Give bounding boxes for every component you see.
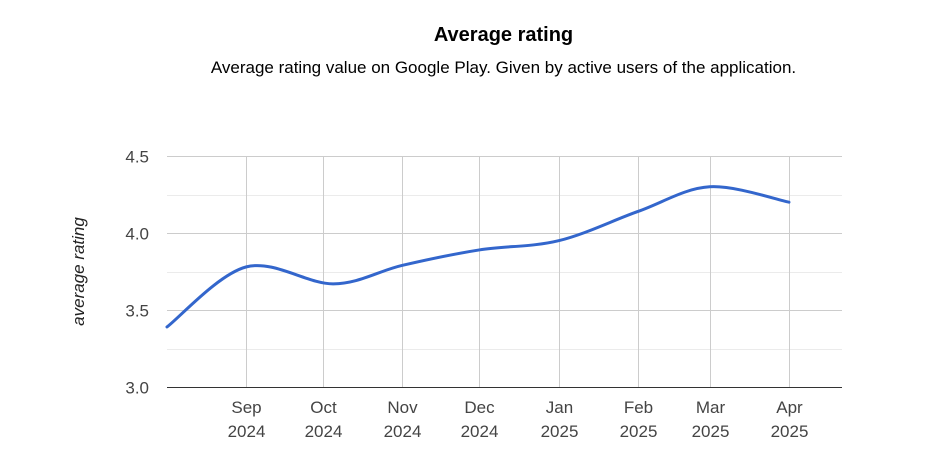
data-point (708, 185, 712, 189)
data-point (787, 200, 791, 204)
y-tick-label: 3.0 (125, 379, 149, 398)
series-lines (165, 185, 791, 329)
x-tick-label-year: 2024 (461, 422, 499, 441)
y-tick-label: 3.5 (125, 302, 149, 321)
data-point (165, 325, 169, 329)
data-point (331, 282, 335, 286)
x-tick-label-year: 2024 (228, 422, 266, 441)
y-tick-label: 4.5 (125, 148, 149, 167)
x-tick-label-month: Dec (464, 398, 495, 417)
x-tick-label-month: Oct (310, 398, 337, 417)
data-point (557, 239, 561, 243)
data-point (244, 265, 248, 269)
x-tick-label-month: Feb (624, 398, 653, 417)
series-line (165, 185, 791, 329)
chart-subtitle: Average rating value on Google Play. Giv… (210, 58, 797, 77)
x-tick-label-month: Nov (387, 398, 418, 417)
x-tick-label-year: 2025 (541, 422, 579, 441)
data-point (636, 209, 640, 213)
x-tick-label-year: 2024 (384, 422, 422, 441)
x-tick-label-month: Jan (546, 398, 573, 417)
x-tick-label-month: Apr (776, 398, 803, 417)
x-tick-label-year: 2025 (620, 422, 658, 441)
data-point (400, 263, 404, 267)
chart-title: Average rating (433, 24, 574, 46)
grid-lines (167, 156, 842, 387)
x-tick-label-month: Mar (696, 398, 726, 417)
axis-labels: 3.0 3.5 4.0 4.5 Sep 2024 Oct 2024 Nov 2024 Dec 2024… (69, 148, 808, 442)
data-point (477, 248, 481, 252)
y-axis-title: average rating (69, 217, 88, 326)
x-tick-label-month: Sep (231, 398, 261, 417)
y-tick-label: 4.0 (125, 225, 149, 244)
x-tick-label-year: 2024 (305, 422, 343, 441)
x-tick-label-year: 2025 (771, 422, 809, 441)
x-tick-label-year: 2025 (692, 422, 730, 441)
